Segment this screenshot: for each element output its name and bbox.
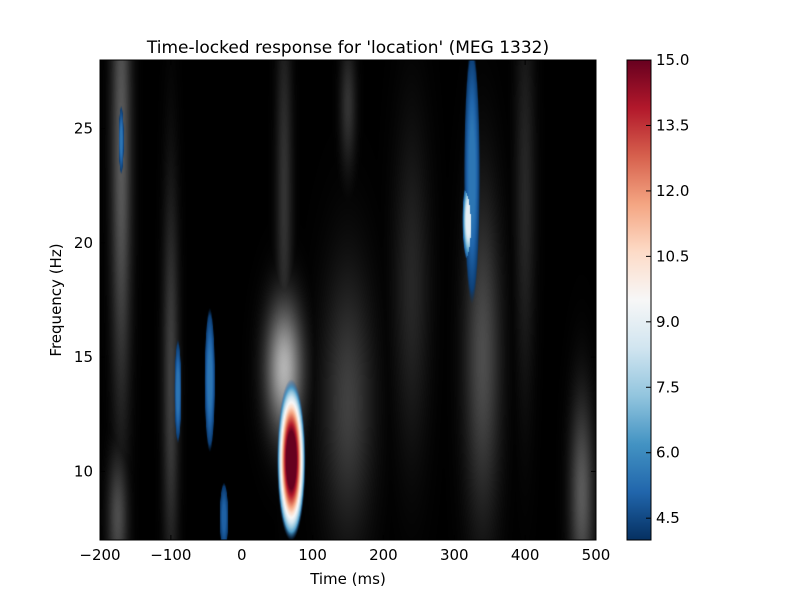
heatmap-canvas xyxy=(100,60,596,540)
x-tick-label: −100 xyxy=(150,546,191,564)
x-tick-label: 0 xyxy=(237,546,247,564)
x-tick-label: −200 xyxy=(79,546,120,564)
colorbar-tick-label: 7.5 xyxy=(656,378,680,396)
x-tick-label: 500 xyxy=(582,546,611,564)
x-tick-label: 400 xyxy=(511,546,540,564)
plot-frame xyxy=(99,59,597,541)
colorbar-ticks: 4.5 6.0 7.5 9.0 10.5 12.0 13.5 15.0 xyxy=(646,51,689,527)
colorbar-tick-label: 9.0 xyxy=(656,313,680,331)
y-tick-label: 10 xyxy=(74,462,93,480)
colorbar-tick-label: 4.5 xyxy=(656,509,680,527)
x-tick-label: 300 xyxy=(440,546,469,564)
colorbar xyxy=(626,59,652,541)
x-tick-label: 200 xyxy=(369,546,398,564)
x-axis-ticks: −200 −100 0 100 200 300 400 500 xyxy=(79,60,610,564)
y-tick-label: 15 xyxy=(74,348,93,366)
y-tick-label: 20 xyxy=(74,234,93,252)
colorbar-tick-label: 12.0 xyxy=(656,182,689,200)
x-tick-label: 100 xyxy=(298,546,327,564)
colorbar-tick-label: 13.5 xyxy=(656,116,689,134)
x-axis-label: Time (ms) xyxy=(309,570,386,588)
colorbar-tick-label: 15.0 xyxy=(656,51,689,69)
chart-title: Time-locked response for 'location' (MEG… xyxy=(146,38,549,58)
colorbar-tick-label: 6.0 xyxy=(656,444,680,462)
y-axis-ticks: 10 15 20 25 xyxy=(74,120,596,480)
y-axis-label: Frequency (Hz) xyxy=(47,243,65,356)
colorbar-tick-label: 10.5 xyxy=(656,247,689,265)
y-tick-label: 25 xyxy=(74,120,93,138)
